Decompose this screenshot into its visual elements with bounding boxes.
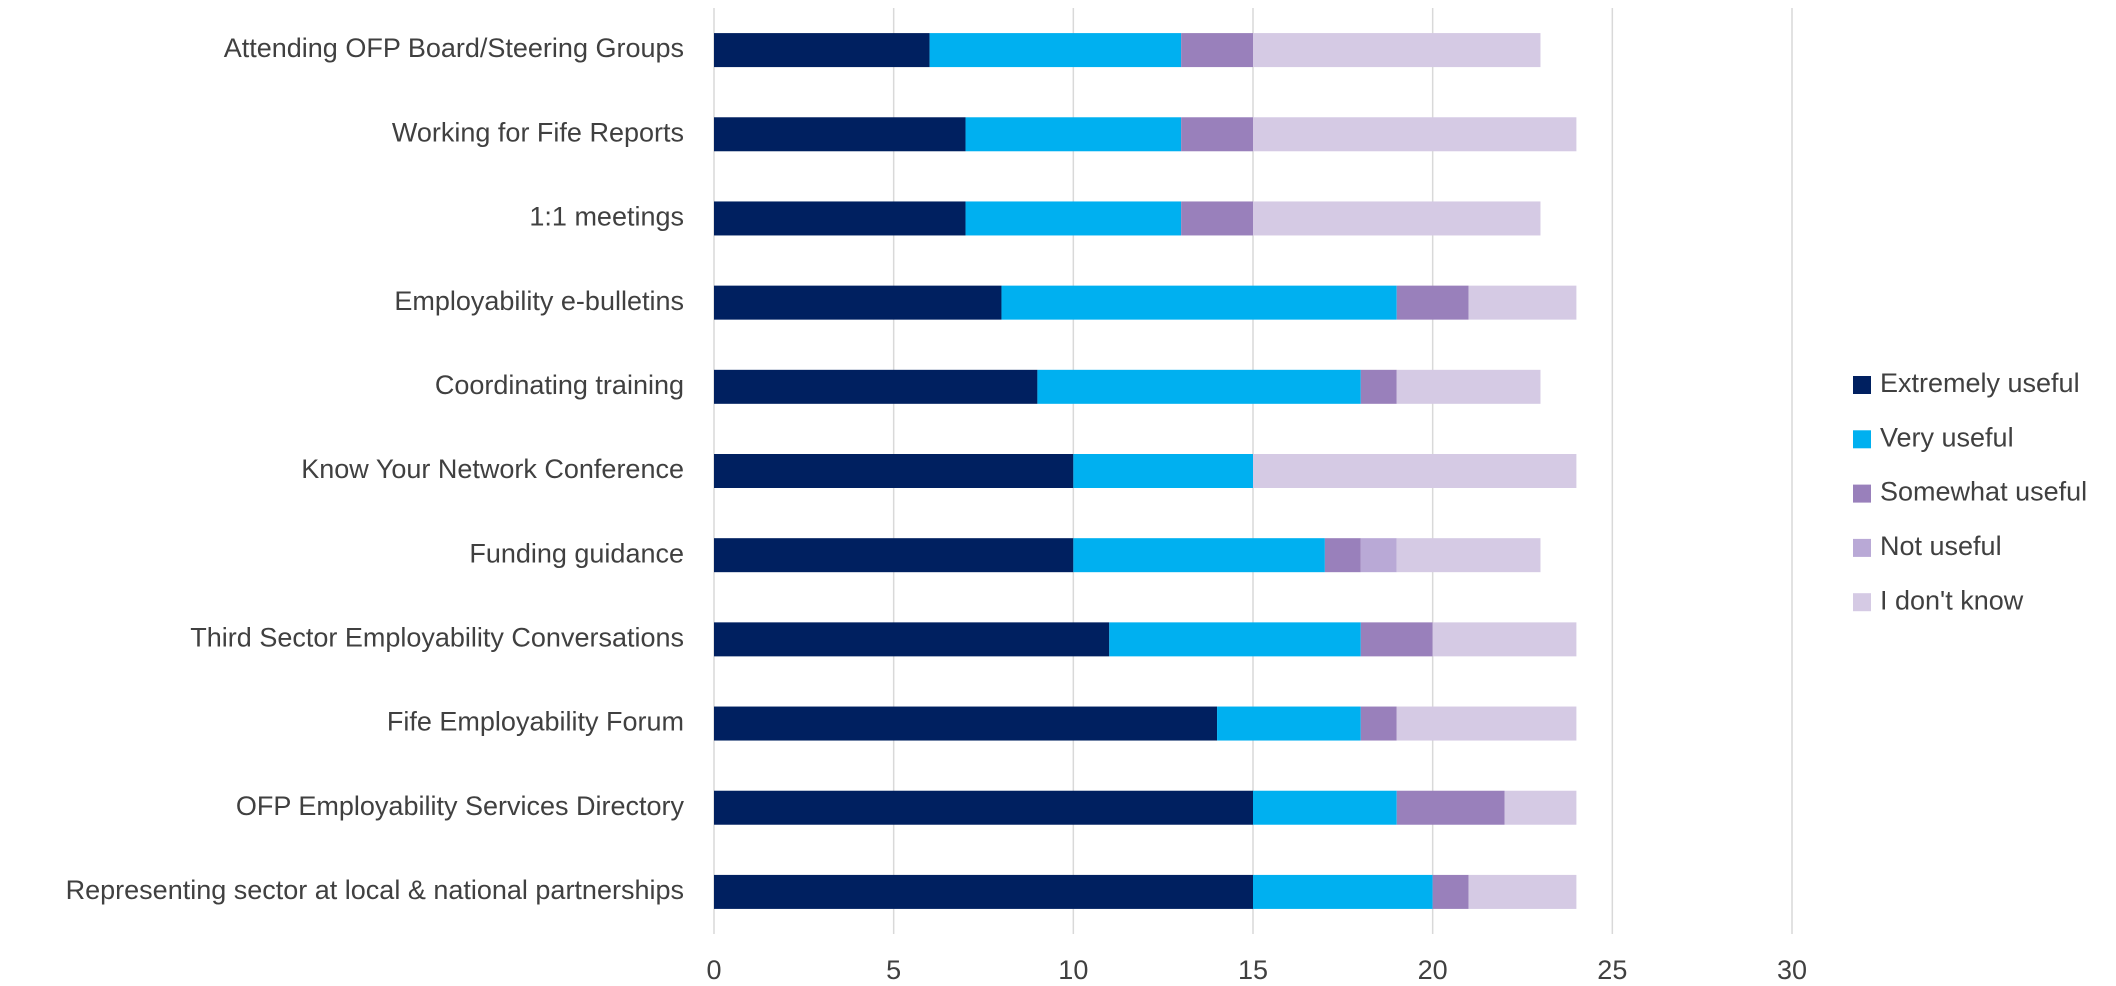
legend-label: Extremely useful (1880, 368, 2080, 398)
bar-segment (965, 201, 1182, 236)
legend-label: Not useful (1880, 531, 2002, 561)
bar-segment (929, 33, 1182, 68)
y-tick-label: Third Sector Employability Conversations (190, 622, 684, 652)
y-tick-label: Working for Fife Reports (392, 117, 684, 147)
y-tick-label: OFP Employability Services Directory (236, 791, 685, 821)
bar-segment (714, 285, 1002, 320)
bar-segment (1253, 454, 1577, 488)
bar-segment (1037, 369, 1361, 404)
bar-segment (714, 706, 1218, 741)
bar-segment (1253, 201, 1541, 236)
bar-segment (714, 33, 930, 68)
bar-segment (714, 454, 1074, 488)
bar-segment (1396, 706, 1577, 741)
y-tick-label: Attending OFP Board/Steering Groups (224, 33, 684, 63)
bar-segment (1253, 790, 1397, 825)
legend-label: I don't know (1880, 585, 2024, 615)
y-tick-label: Employability e-bulletins (394, 286, 684, 316)
bar-segment (714, 369, 1038, 404)
bar-segment (1181, 117, 1253, 152)
bar-segment (1073, 538, 1325, 573)
bar-segment (1360, 706, 1397, 741)
legend-swatch (1853, 593, 1871, 612)
legend-swatch (1853, 376, 1871, 394)
bar-segment (714, 117, 966, 152)
y-tick-label: Funding guidance (469, 538, 684, 568)
x-tick-label: 0 (706, 955, 721, 985)
x-tick-label: 25 (1597, 955, 1627, 985)
bar-segment (965, 117, 1182, 152)
x-tick-label: 5 (886, 955, 901, 985)
bar-segment (1468, 874, 1577, 909)
bar-segment (1181, 201, 1253, 236)
bar-segment (1432, 622, 1577, 657)
x-tick-label: 15 (1238, 955, 1268, 985)
y-tick-label: Fife Employability Forum (387, 707, 684, 737)
bar-segment (1396, 369, 1541, 404)
bar-segment (1253, 874, 1433, 909)
bar-segment (1181, 33, 1253, 68)
bar-segment (1396, 538, 1541, 573)
bar-segment (1396, 790, 1505, 825)
x-tick-label: 10 (1058, 955, 1088, 985)
legend-swatch (1853, 430, 1871, 449)
bar-segment (1253, 33, 1541, 68)
y-tick-label: 1:1 meetings (529, 202, 684, 232)
legend-swatch (1853, 484, 1871, 503)
bar-segment (1396, 285, 1469, 320)
y-tick-label: Know Your Network Conference (301, 454, 684, 484)
bar-segment (1360, 369, 1397, 404)
bar-segment (1432, 874, 1469, 909)
legend-label: Very useful (1880, 422, 2014, 452)
y-tick-label: Coordinating training (435, 370, 684, 400)
bar-segment (714, 874, 1253, 909)
legend-label: Somewhat useful (1880, 477, 2087, 507)
bar-segment (1253, 117, 1577, 152)
bar-segment (1504, 790, 1577, 825)
bar-segment (714, 538, 1074, 573)
bar-segment (714, 790, 1253, 825)
bar-segment (714, 201, 966, 236)
bar-segment (714, 622, 1110, 657)
x-tick-label: 30 (1777, 955, 1807, 985)
y-tick-label: Representing sector at local & national … (66, 875, 684, 905)
bar-segment (1001, 285, 1397, 320)
bar-segment (1360, 538, 1397, 573)
bar-segment (1109, 622, 1361, 657)
bar-segment (1360, 622, 1433, 657)
legend-swatch (1853, 538, 1871, 557)
bar-segment (1073, 454, 1253, 488)
bar-segment (1468, 285, 1577, 320)
x-tick-label: 20 (1418, 955, 1448, 985)
bar-segment (1324, 538, 1361, 573)
bar-segment (1217, 706, 1361, 741)
